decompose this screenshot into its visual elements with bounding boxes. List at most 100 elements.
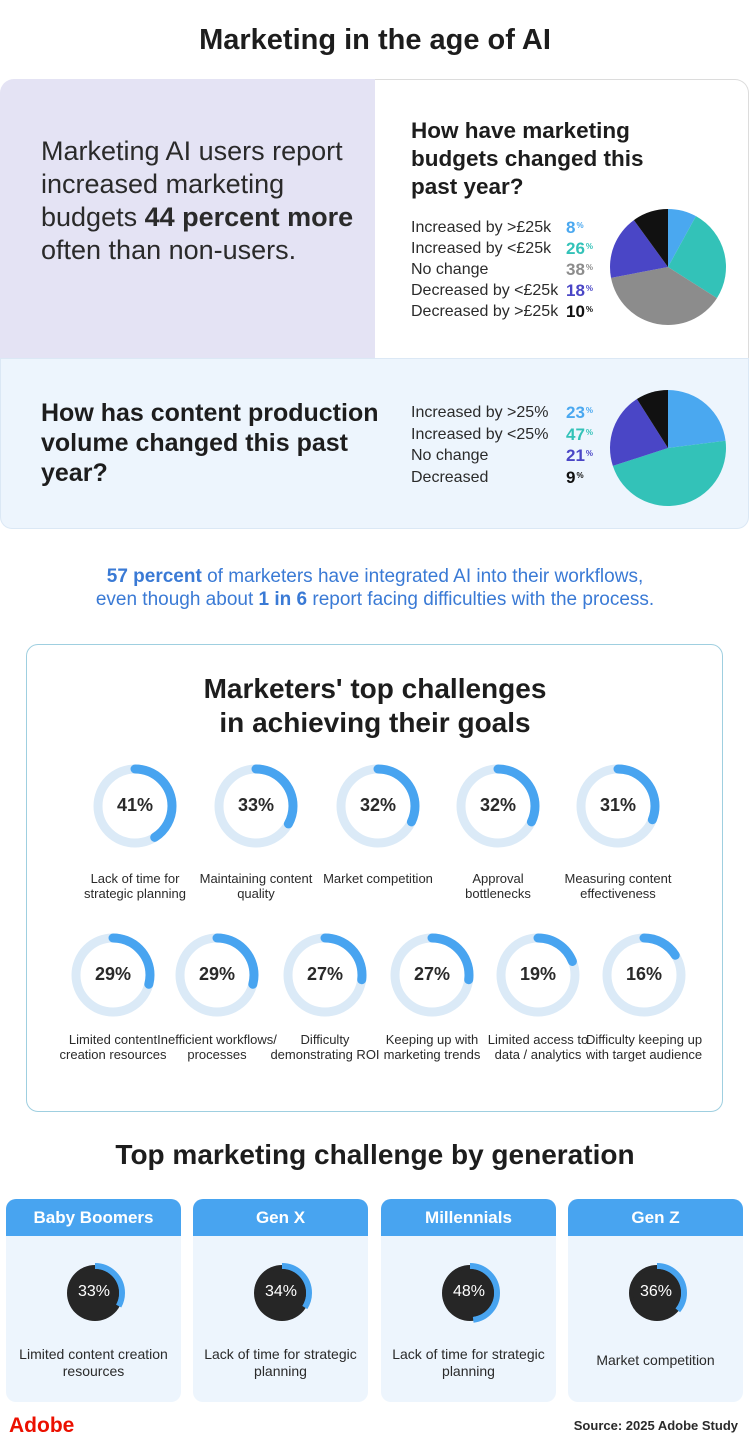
legend-percent-sign: % — [585, 427, 594, 437]
challenges-box — [26, 644, 723, 1112]
challenges-title-line-1: Marketers' top challenges — [203, 673, 547, 704]
budget-pie-slice — [611, 267, 717, 325]
challenge-ring — [456, 764, 540, 848]
budget-pie-slice — [610, 220, 668, 278]
legend-row: No change 38% — [411, 259, 606, 280]
stat-text-1: of marketers have integrated AI into the… — [201, 566, 644, 587]
legend-label: Increased by <£25k — [411, 240, 552, 257]
generation-challenge-label: Lack of time for strategic planning — [392, 1346, 545, 1379]
stat-text-3: report facing difficulties with the proc… — [307, 589, 655, 610]
challenge-ring — [390, 933, 474, 1017]
challenge-ring — [71, 933, 155, 1017]
generation-name: Gen Z — [568, 1199, 743, 1236]
generation-ring — [252, 1263, 312, 1323]
legend-percent-sign: % — [585, 449, 594, 458]
legend-value: 47% — [566, 424, 593, 445]
legend-value: 10% — [566, 301, 593, 322]
legend-value-number: 8 — [566, 218, 576, 237]
legend-value-number: 23 — [566, 403, 585, 422]
budget-question: How have marketing budgets changed this … — [411, 118, 644, 199]
ai-callout-panel — [0, 79, 375, 359]
legend-percent-sign: % — [585, 406, 594, 415]
legend-percent-sign: % — [576, 221, 584, 230]
legend-value: 18% — [566, 280, 593, 301]
ring-arc — [390, 933, 474, 1017]
legend-label: Increased by >25% — [411, 404, 549, 421]
stat-text-2: even though about — [95, 589, 259, 610]
legend-label: Decreased by >£25k — [411, 303, 559, 320]
generation-ring-arc — [252, 1263, 312, 1323]
legend-percent-sign: % — [585, 284, 594, 293]
generation-card: Gen X 34% Lack of time for strategic plann… — [193, 1199, 368, 1402]
generation-name: Gen X — [193, 1199, 368, 1236]
generation-percent: 48% — [452, 1283, 486, 1300]
legend-value-number: 10 — [566, 302, 585, 321]
budget-pie-slice — [668, 209, 696, 267]
stat-line-2: even though about 1 in 6 report facing d… — [0, 588, 750, 611]
ring-arc — [93, 764, 177, 848]
ai-integration-stat: 57 percent of marketers have integrated … — [0, 565, 750, 611]
ring-arc — [576, 764, 660, 848]
legend-value: 9% — [566, 467, 584, 488]
challenge-label: Maintaining content quality — [199, 871, 313, 901]
budget-pie-slice — [668, 216, 726, 299]
content-pie-chart — [610, 390, 726, 506]
challenge-label: Measuring content effectiveness — [564, 871, 672, 901]
generation-ring-arc — [440, 1263, 500, 1323]
generation-ring-center — [71, 1269, 119, 1317]
ai-callout-text: Marketing AI users report increased mark… — [41, 135, 361, 267]
ring-arc — [283, 933, 367, 1017]
challenge-percent: 41% — [116, 795, 154, 815]
adobe-logo: Adobe — [9, 1414, 75, 1437]
challenge-label: Limited content creation resources — [59, 1032, 167, 1062]
ai-callout-start: Marketing AI users report increased mark… — [41, 136, 343, 232]
legend-value-number: 47 — [566, 424, 585, 444]
generation-percent: 36% — [639, 1283, 673, 1300]
generation-ring — [65, 1263, 125, 1323]
stat-highlight-2: 1 in 6 — [258, 589, 308, 610]
generation-percent: 33% — [77, 1283, 111, 1300]
generation-challenge-label: Market competition — [596, 1352, 715, 1368]
source-note: Source: 2025 Adobe Study — [573, 1418, 738, 1433]
content-pie-slice — [610, 399, 668, 466]
challenge-label: Market competition — [323, 871, 433, 886]
legend-value: 8% — [566, 217, 584, 238]
legend-value-number: 21 — [566, 446, 585, 465]
legend-label: Decreased — [411, 468, 489, 486]
legend-label: Decreased by <£25k — [411, 282, 559, 299]
challenge-label: Inefficient workflows/ processes — [157, 1032, 277, 1062]
legend-row: Increased by >25% 23% — [411, 402, 606, 423]
stat-line-1: 57 percent of marketers have integrated … — [0, 565, 750, 588]
ring-arc — [496, 933, 580, 1017]
ai-callout-end: often than non-users. — [41, 235, 297, 265]
generation-challenge-label: Limited content creation resources — [19, 1346, 168, 1379]
ring-arc — [71, 933, 155, 1017]
challenges-title: Marketers' top challenges in achieving t… — [0, 672, 750, 740]
legend-row: Decreased by <£25k 18% — [411, 280, 606, 301]
generation-name: Baby Boomers — [6, 1199, 181, 1236]
generation-ring-arc — [65, 1263, 125, 1323]
generation-ring-arc — [627, 1263, 687, 1323]
challenge-percent: 29% — [94, 964, 132, 984]
challenge-label: Keeping up with marketing trends — [383, 1032, 481, 1062]
content-pie-slice — [612, 440, 726, 506]
challenge-percent: 16% — [625, 964, 663, 984]
ring-arc — [456, 764, 540, 848]
budget-pie-chart — [610, 209, 726, 325]
generation-ring-center — [258, 1269, 306, 1317]
generation-challenge-label: Lack of time for strategic planning — [204, 1346, 357, 1379]
generation-card: Millennials 48% Lack of time for strategic… — [381, 1199, 556, 1402]
page-title: Marketing in the age of AI — [199, 24, 551, 56]
challenge-label: Difficulty keeping up with target audien… — [585, 1032, 703, 1062]
challenge-percent: 27% — [306, 964, 344, 984]
challenge-percent: 31% — [599, 795, 637, 815]
legend-label: Increased by >£25k — [411, 219, 552, 236]
legend-value-number: 38 — [566, 260, 585, 279]
challenge-label: Limited access to data / analytics — [487, 1032, 589, 1062]
generation-title: Top marketing challenge by generation — [115, 1139, 635, 1170]
content-question: How has content production volume change… — [41, 399, 379, 487]
legend-row: Increased by <£25k 26% — [411, 238, 606, 259]
challenge-percent: 32% — [359, 795, 397, 815]
legend-percent-sign: % — [585, 305, 594, 314]
challenge-percent: 33% — [237, 795, 275, 815]
